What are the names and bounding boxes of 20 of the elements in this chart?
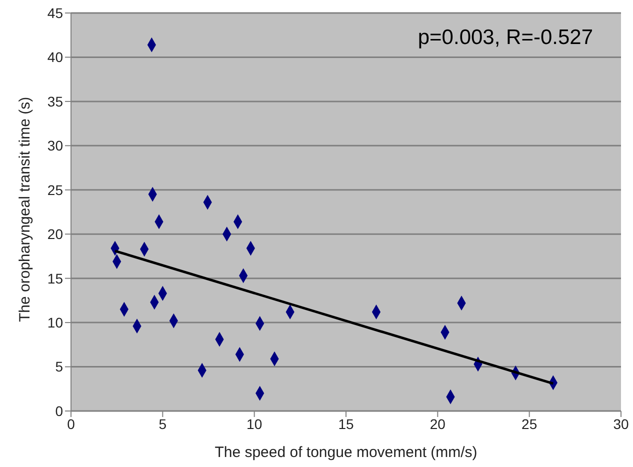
x-tick-label: 5 (158, 416, 167, 432)
y-tick-label: 25 (47, 182, 64, 198)
annotation: p=0.003, R=-0.527 (418, 26, 593, 50)
y-tick-label: 35 (47, 93, 64, 110)
x-tick-label: 20 (430, 416, 446, 432)
y-tick-label: 10 (47, 314, 64, 331)
y-tick-label: 20 (47, 226, 64, 242)
y-tick-label: 15 (47, 270, 64, 286)
y-tick-label: 45 (47, 4, 64, 21)
y-tick-label: 30 (47, 138, 64, 154)
x-tick-label: 30 (613, 416, 629, 432)
y-tick-label: 40 (47, 49, 64, 66)
y-tick-label: 0 (55, 402, 64, 419)
x-tick-label: 25 (522, 416, 538, 432)
y-axis-title: The oropharyngeal transit time (s) (16, 96, 34, 322)
x-tick-label: 0 (67, 416, 76, 432)
x-tick-label: 10 (246, 416, 262, 432)
x-axis-title: The speed of tongue movement (mm/s) (214, 444, 478, 461)
x-tick-label: 15 (338, 416, 354, 432)
y-tick-label: 5 (55, 358, 64, 375)
